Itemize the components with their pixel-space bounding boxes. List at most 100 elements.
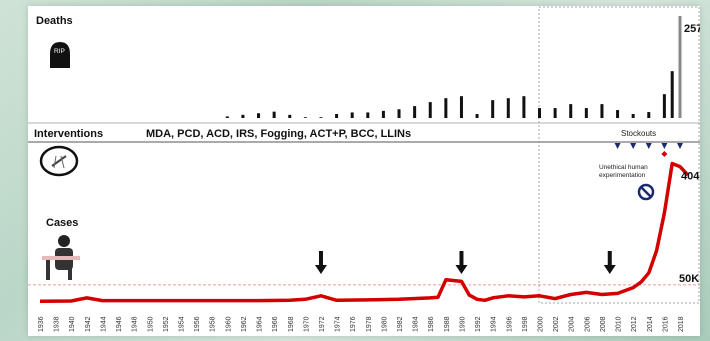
x-tick-label: 2012 <box>631 316 638 332</box>
cases-annotations: 404K 50K <box>679 170 700 284</box>
tombstone-text: RIP <box>54 48 65 55</box>
triangle-down-icon <box>645 143 652 149</box>
x-tick-label: 1946 <box>116 316 123 332</box>
x-tick-label: 1992 <box>475 316 482 332</box>
stockouts-label: Stockouts <box>621 129 656 138</box>
deaths-bar <box>428 102 432 118</box>
x-tick-label: 1982 <box>397 316 404 332</box>
deaths-data-labels: 257 <box>684 23 700 35</box>
x-tick-label: 1960 <box>225 316 232 332</box>
deaths-bar <box>491 100 495 118</box>
x-tick-label: 2000 <box>538 316 545 332</box>
x-tick-label: 2004 <box>569 316 576 332</box>
x-tick-label: 2014 <box>647 316 654 332</box>
interventions-text: MDA, PCD, ACD, IRS, Fogging, ACT+P, BCC,… <box>146 128 411 140</box>
mosquito-icon <box>39 145 79 177</box>
cases-line <box>39 161 690 304</box>
deaths-bar <box>381 110 385 118</box>
deaths-bar <box>350 112 354 118</box>
x-tick-label: 2002 <box>553 316 560 332</box>
deaths-bar <box>397 109 401 118</box>
deaths-bar <box>413 106 417 118</box>
x-tick-label: 1968 <box>288 316 295 332</box>
annotation-50k: 50K <box>679 273 699 285</box>
deaths-bar <box>366 112 370 118</box>
prohibited-icon <box>637 183 655 201</box>
x-tick-label: 1944 <box>100 316 107 332</box>
deaths-bar <box>225 116 229 118</box>
x-tick-label: 2008 <box>600 316 607 332</box>
triangle-down-icon <box>677 143 683 149</box>
deaths-bar <box>600 104 604 118</box>
x-tick-label: 1978 <box>366 316 373 332</box>
stockout-markers <box>614 143 683 149</box>
unethical-label-2: experimentation <box>599 172 646 179</box>
x-tick-label: 1974 <box>335 316 342 332</box>
triangle-down-icon <box>614 143 621 149</box>
deaths-bar <box>459 96 463 118</box>
x-tick-label: 1950 <box>147 316 154 332</box>
deaths-bar <box>303 117 307 118</box>
x-tick-label: 1962 <box>241 316 248 332</box>
x-tick-label: 1952 <box>163 316 170 332</box>
triangle-down-icon <box>661 143 668 149</box>
x-tick-label: 1954 <box>178 316 185 332</box>
unethical-marker <box>661 151 668 157</box>
deaths-bars <box>225 16 682 118</box>
deaths-bar <box>616 110 620 118</box>
x-tick-label: 1980 <box>381 316 388 332</box>
x-tick-label: 1966 <box>272 316 279 332</box>
deaths-bar <box>662 94 666 118</box>
deaths-bar <box>257 113 261 118</box>
x-tick-label: 1970 <box>303 316 310 332</box>
x-tick-label: 1998 <box>522 316 529 332</box>
x-tick-label: 1940 <box>69 316 76 332</box>
x-tick-label: 1958 <box>210 316 217 332</box>
deaths-bar <box>538 108 542 118</box>
x-tick-label: 2016 <box>662 316 669 332</box>
x-tick-label: 2010 <box>616 316 623 332</box>
deaths-bar <box>569 104 573 118</box>
x-tick-label: 1988 <box>444 316 451 332</box>
deaths-bar <box>631 114 635 118</box>
x-tick-label: 1964 <box>257 316 264 332</box>
x-tick-label: 1956 <box>194 316 201 332</box>
interventions-label: Interventions <box>34 128 103 140</box>
x-tick-label: 1972 <box>319 316 326 332</box>
unethical-label-1: Unethical human <box>599 164 648 171</box>
x-tick-label: 1996 <box>506 316 513 332</box>
x-tick-label: 1994 <box>491 316 498 332</box>
x-tick-label: 2018 <box>678 316 685 332</box>
deaths-bar <box>522 96 526 118</box>
recent-period-box <box>538 6 700 304</box>
deaths-bar <box>241 114 245 118</box>
deaths-bar <box>506 98 510 118</box>
deaths-bar <box>288 114 292 118</box>
deaths-bar <box>444 98 448 118</box>
down-arrow-icon <box>455 251 468 274</box>
deaths-bar <box>335 114 339 118</box>
chart-card: Deaths Interventions MDA, PCD, ACD, IRS,… <box>28 6 700 336</box>
x-tick-label: 1948 <box>132 316 139 332</box>
deaths-label: Deaths <box>36 15 73 27</box>
x-tick-label: 1938 <box>54 316 61 332</box>
deaths-bar <box>670 71 674 118</box>
intervention-arrows <box>314 251 616 274</box>
x-tick-label: 2006 <box>584 316 591 332</box>
deaths-bar <box>678 16 682 118</box>
down-arrow-icon <box>314 251 327 274</box>
deaths-bar <box>553 108 557 118</box>
malaria-history-chart: Deaths Interventions MDA, PCD, ACD, IRS,… <box>28 6 700 332</box>
x-tick-label: 1984 <box>413 316 420 332</box>
deaths-bar <box>647 112 651 118</box>
cases-series <box>28 161 700 304</box>
unethical-markers <box>661 151 668 157</box>
deaths-bar <box>584 108 588 118</box>
x-tick-label: 1990 <box>459 316 466 332</box>
x-axis-ticks: 1936 1938 1940 1942 1944 1946 1948 1950 1952 1954… <box>38 316 685 332</box>
deaths-bar <box>319 117 323 118</box>
deaths-bar <box>475 114 479 118</box>
deaths-data-label: 257 <box>684 23 700 35</box>
x-tick-label: 1986 <box>428 316 435 332</box>
deaths-bar <box>272 111 276 118</box>
